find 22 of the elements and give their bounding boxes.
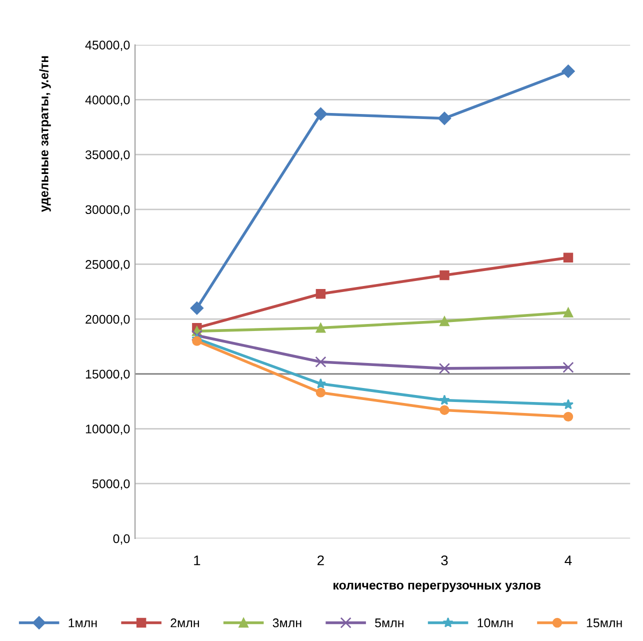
x-tick-label: 4	[564, 556, 572, 566]
y-tick-label: 35000,0	[85, 150, 130, 161]
y-tick-label: 15000,0	[86, 370, 130, 380]
x-tick-label: 3	[441, 555, 448, 566]
x-axis-title: количество перегрузочных узлов	[334, 582, 541, 592]
y-tick-label: 0,0	[113, 534, 130, 545]
legend-label: 1млн	[68, 618, 97, 628]
y-tick-label: 40000,0	[85, 96, 130, 106]
y-tick-label: 5000,0	[92, 479, 130, 490]
x-tick-label: 1	[194, 556, 200, 566]
legend-label: 10млн	[478, 618, 513, 628]
legend-label: 2млн	[170, 618, 199, 628]
y-tick-label: 10000,0	[86, 424, 130, 435]
y-tick-label: 25000,0	[86, 260, 130, 270]
legend-label: 5млн	[375, 618, 404, 628]
legend-label: 15млн	[586, 618, 622, 628]
y-tick-label: 30000,0	[85, 205, 130, 216]
y-axis-title: удельные затраты, у.е/тн	[39, 56, 51, 212]
y-tick-label: 20000,0	[86, 314, 130, 326]
legend-label: 3млн	[272, 618, 302, 628]
y-tick-label: 45000,0	[85, 40, 130, 51]
x-tick-label: 2	[318, 555, 324, 566]
